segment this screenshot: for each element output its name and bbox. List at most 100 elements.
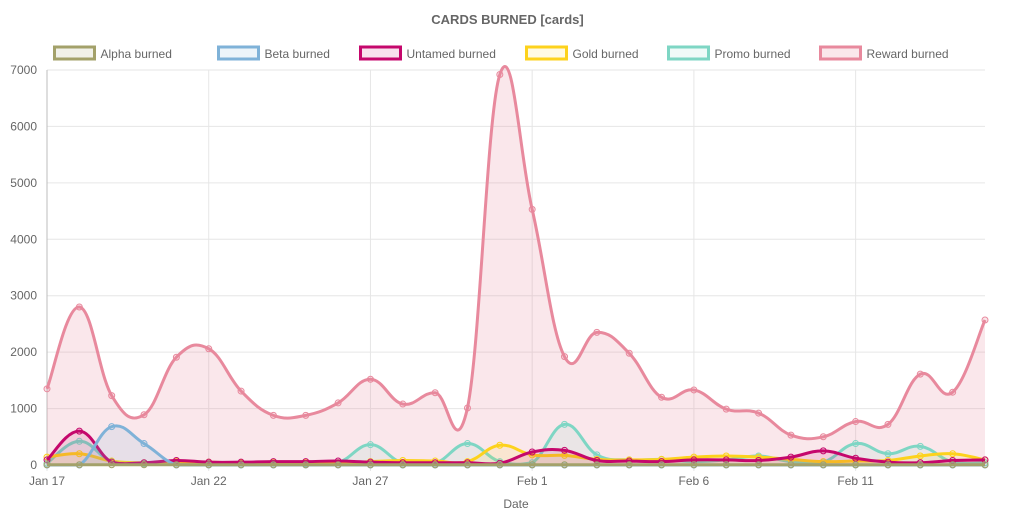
- data-point: [722, 405, 730, 413]
- data-point: [819, 461, 827, 469]
- legend-swatch: [525, 45, 568, 61]
- data-point: [916, 442, 924, 450]
- data-point: [75, 461, 83, 469]
- data-point: [916, 370, 924, 378]
- data-point: [884, 450, 892, 458]
- data-point: [690, 456, 698, 464]
- data-point: [852, 461, 860, 469]
- data-point: [205, 461, 213, 469]
- data-point: [463, 404, 471, 412]
- data-point: [399, 461, 407, 469]
- chart-title: CARDS BURNED [cards]: [431, 12, 584, 27]
- data-point: [884, 461, 892, 469]
- x-tick-label: Jan 27: [352, 474, 388, 488]
- legend-swatch: [819, 45, 862, 61]
- data-point: [366, 375, 374, 383]
- data-point: [269, 461, 277, 469]
- series-area: [47, 425, 985, 465]
- data-point: [787, 461, 795, 469]
- data-point: [334, 399, 342, 407]
- data-point: [496, 441, 504, 449]
- data-point: [528, 448, 536, 456]
- data-point: [496, 71, 504, 79]
- data-point: [981, 461, 989, 469]
- data-point: [658, 461, 666, 469]
- legend-item: Reward burned: [819, 45, 949, 61]
- x-axis-title: Date: [503, 497, 529, 511]
- data-point: [593, 461, 601, 469]
- y-tick-label: 6000: [10, 119, 37, 133]
- series-0: [43, 461, 989, 469]
- data-point: [561, 451, 569, 459]
- legend-swatch: [217, 45, 260, 61]
- data-point: [237, 461, 245, 469]
- data-point: [205, 345, 213, 353]
- series-layer: [43, 65, 989, 469]
- data-point: [399, 400, 407, 408]
- legend-item: Untamed burned: [359, 45, 496, 61]
- y-tick-label: 0: [30, 458, 37, 472]
- data-point: [108, 423, 116, 431]
- data-point: [75, 437, 83, 445]
- data-point: [269, 411, 277, 419]
- data-point: [981, 316, 989, 324]
- y-tick-label: 3000: [10, 289, 37, 303]
- data-point: [237, 387, 245, 395]
- data-point: [949, 461, 957, 469]
- data-point: [561, 461, 569, 469]
- data-point: [172, 353, 180, 361]
- data-point: [172, 461, 180, 469]
- data-point: [690, 461, 698, 469]
- data-point: [852, 418, 860, 426]
- series-area: [47, 66, 985, 465]
- x-tick-label: Jan 17: [29, 474, 65, 488]
- data-point: [658, 393, 666, 401]
- series-line: [45, 65, 987, 441]
- data-point: [625, 349, 633, 357]
- data-point: [561, 420, 569, 428]
- legend-swatch: [53, 45, 96, 61]
- y-tick-label: 4000: [10, 232, 37, 246]
- data-point: [593, 328, 601, 336]
- data-point: [75, 303, 83, 311]
- data-point: [949, 450, 957, 458]
- data-point: [787, 431, 795, 439]
- data-point: [884, 420, 892, 428]
- data-point: [43, 461, 51, 469]
- data-point: [561, 446, 569, 454]
- legend-item: Alpha burned: [53, 45, 172, 61]
- data-point: [819, 433, 827, 441]
- data-point: [755, 409, 763, 417]
- x-tick-label: Jan 22: [191, 474, 227, 488]
- data-point: [140, 440, 148, 448]
- data-point: [787, 453, 795, 461]
- data-point: [302, 411, 310, 419]
- data-point: [463, 461, 471, 469]
- data-point: [819, 447, 827, 455]
- data-point: [852, 454, 860, 462]
- y-tick-label: 7000: [10, 63, 37, 77]
- data-point: [108, 392, 116, 400]
- data-point: [75, 450, 83, 458]
- data-point: [334, 461, 342, 469]
- data-point: [528, 205, 536, 213]
- data-point: [496, 461, 504, 469]
- data-point: [43, 456, 51, 464]
- y-tick-label: 5000: [10, 176, 37, 190]
- data-point: [722, 461, 730, 469]
- series-5: [43, 65, 989, 465]
- legend-layer: Alpha burned Beta burned Untamed burned Gol…: [53, 45, 949, 61]
- data-point: [625, 461, 633, 469]
- data-point: [949, 388, 957, 396]
- data-point: [981, 456, 989, 464]
- data-point: [302, 461, 310, 469]
- y-tick-label: 1000: [10, 402, 37, 416]
- legend-item: Promo burned: [667, 45, 791, 61]
- data-point: [916, 452, 924, 460]
- x-tick-label: Feb 1: [517, 474, 548, 488]
- data-point: [140, 411, 148, 419]
- data-point: [108, 461, 116, 469]
- data-point: [366, 461, 374, 469]
